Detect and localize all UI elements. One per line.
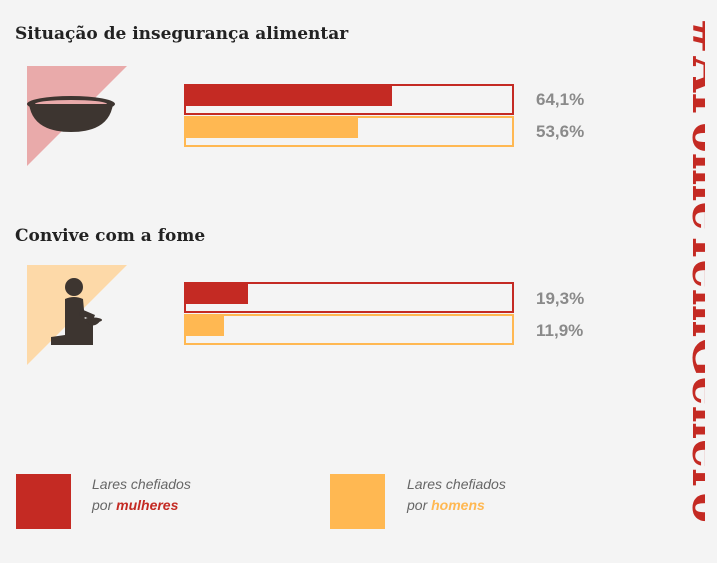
bar-men-hunger [186, 316, 224, 336]
value-men-food-insecurity: 53,6% [536, 122, 585, 141]
bar-men-food-insecurity [186, 118, 358, 138]
bar-frame-men-2 [184, 314, 514, 345]
section-title-food-insecurity: Situação de insegurança alimentar [15, 24, 349, 44]
legend-men-line2: por homens [407, 495, 506, 516]
legend-women-line1: Lares chefiados [92, 476, 191, 492]
legend-women-prefix: por [92, 497, 117, 513]
bar-frame-women-1 [184, 84, 514, 115]
kneeling-person-icon [27, 265, 127, 365]
hashtag-part2: Gênero [681, 337, 705, 523]
legend-women-line2: por mulheres [92, 495, 191, 516]
legend-label-men: Lares chefiados por homens [407, 474, 506, 516]
legend-women-highlight: mulheres [116, 497, 179, 513]
hashtag-text: #AFomeTemGênero [681, 18, 705, 523]
legend-men-prefix: por [407, 497, 432, 513]
bar-women-food-insecurity [186, 86, 392, 106]
section-title-hunger: Convive com a fome [15, 226, 206, 246]
value-women-hunger: 19,3% [536, 289, 585, 308]
bar-frame-men-1 [184, 116, 514, 147]
legend-men-highlight: homens [431, 497, 485, 513]
bar-frame-women-2 [184, 282, 514, 313]
legend-men-line1: Lares chefiados [407, 476, 506, 492]
legend-label-women: Lares chefiados por mulheres [92, 474, 191, 516]
hashtag-part1: #AFomeTem [681, 18, 705, 337]
value-men-hunger: 11,9% [536, 321, 584, 340]
value-women-food-insecurity: 64,1% [536, 90, 585, 109]
bar-women-hunger [186, 284, 248, 304]
hashtag-title: #AFomeTemGênero [681, 18, 705, 523]
legend-swatch-men [330, 474, 385, 529]
bowl-icon [27, 66, 127, 166]
legend-swatch-women [16, 474, 71, 529]
